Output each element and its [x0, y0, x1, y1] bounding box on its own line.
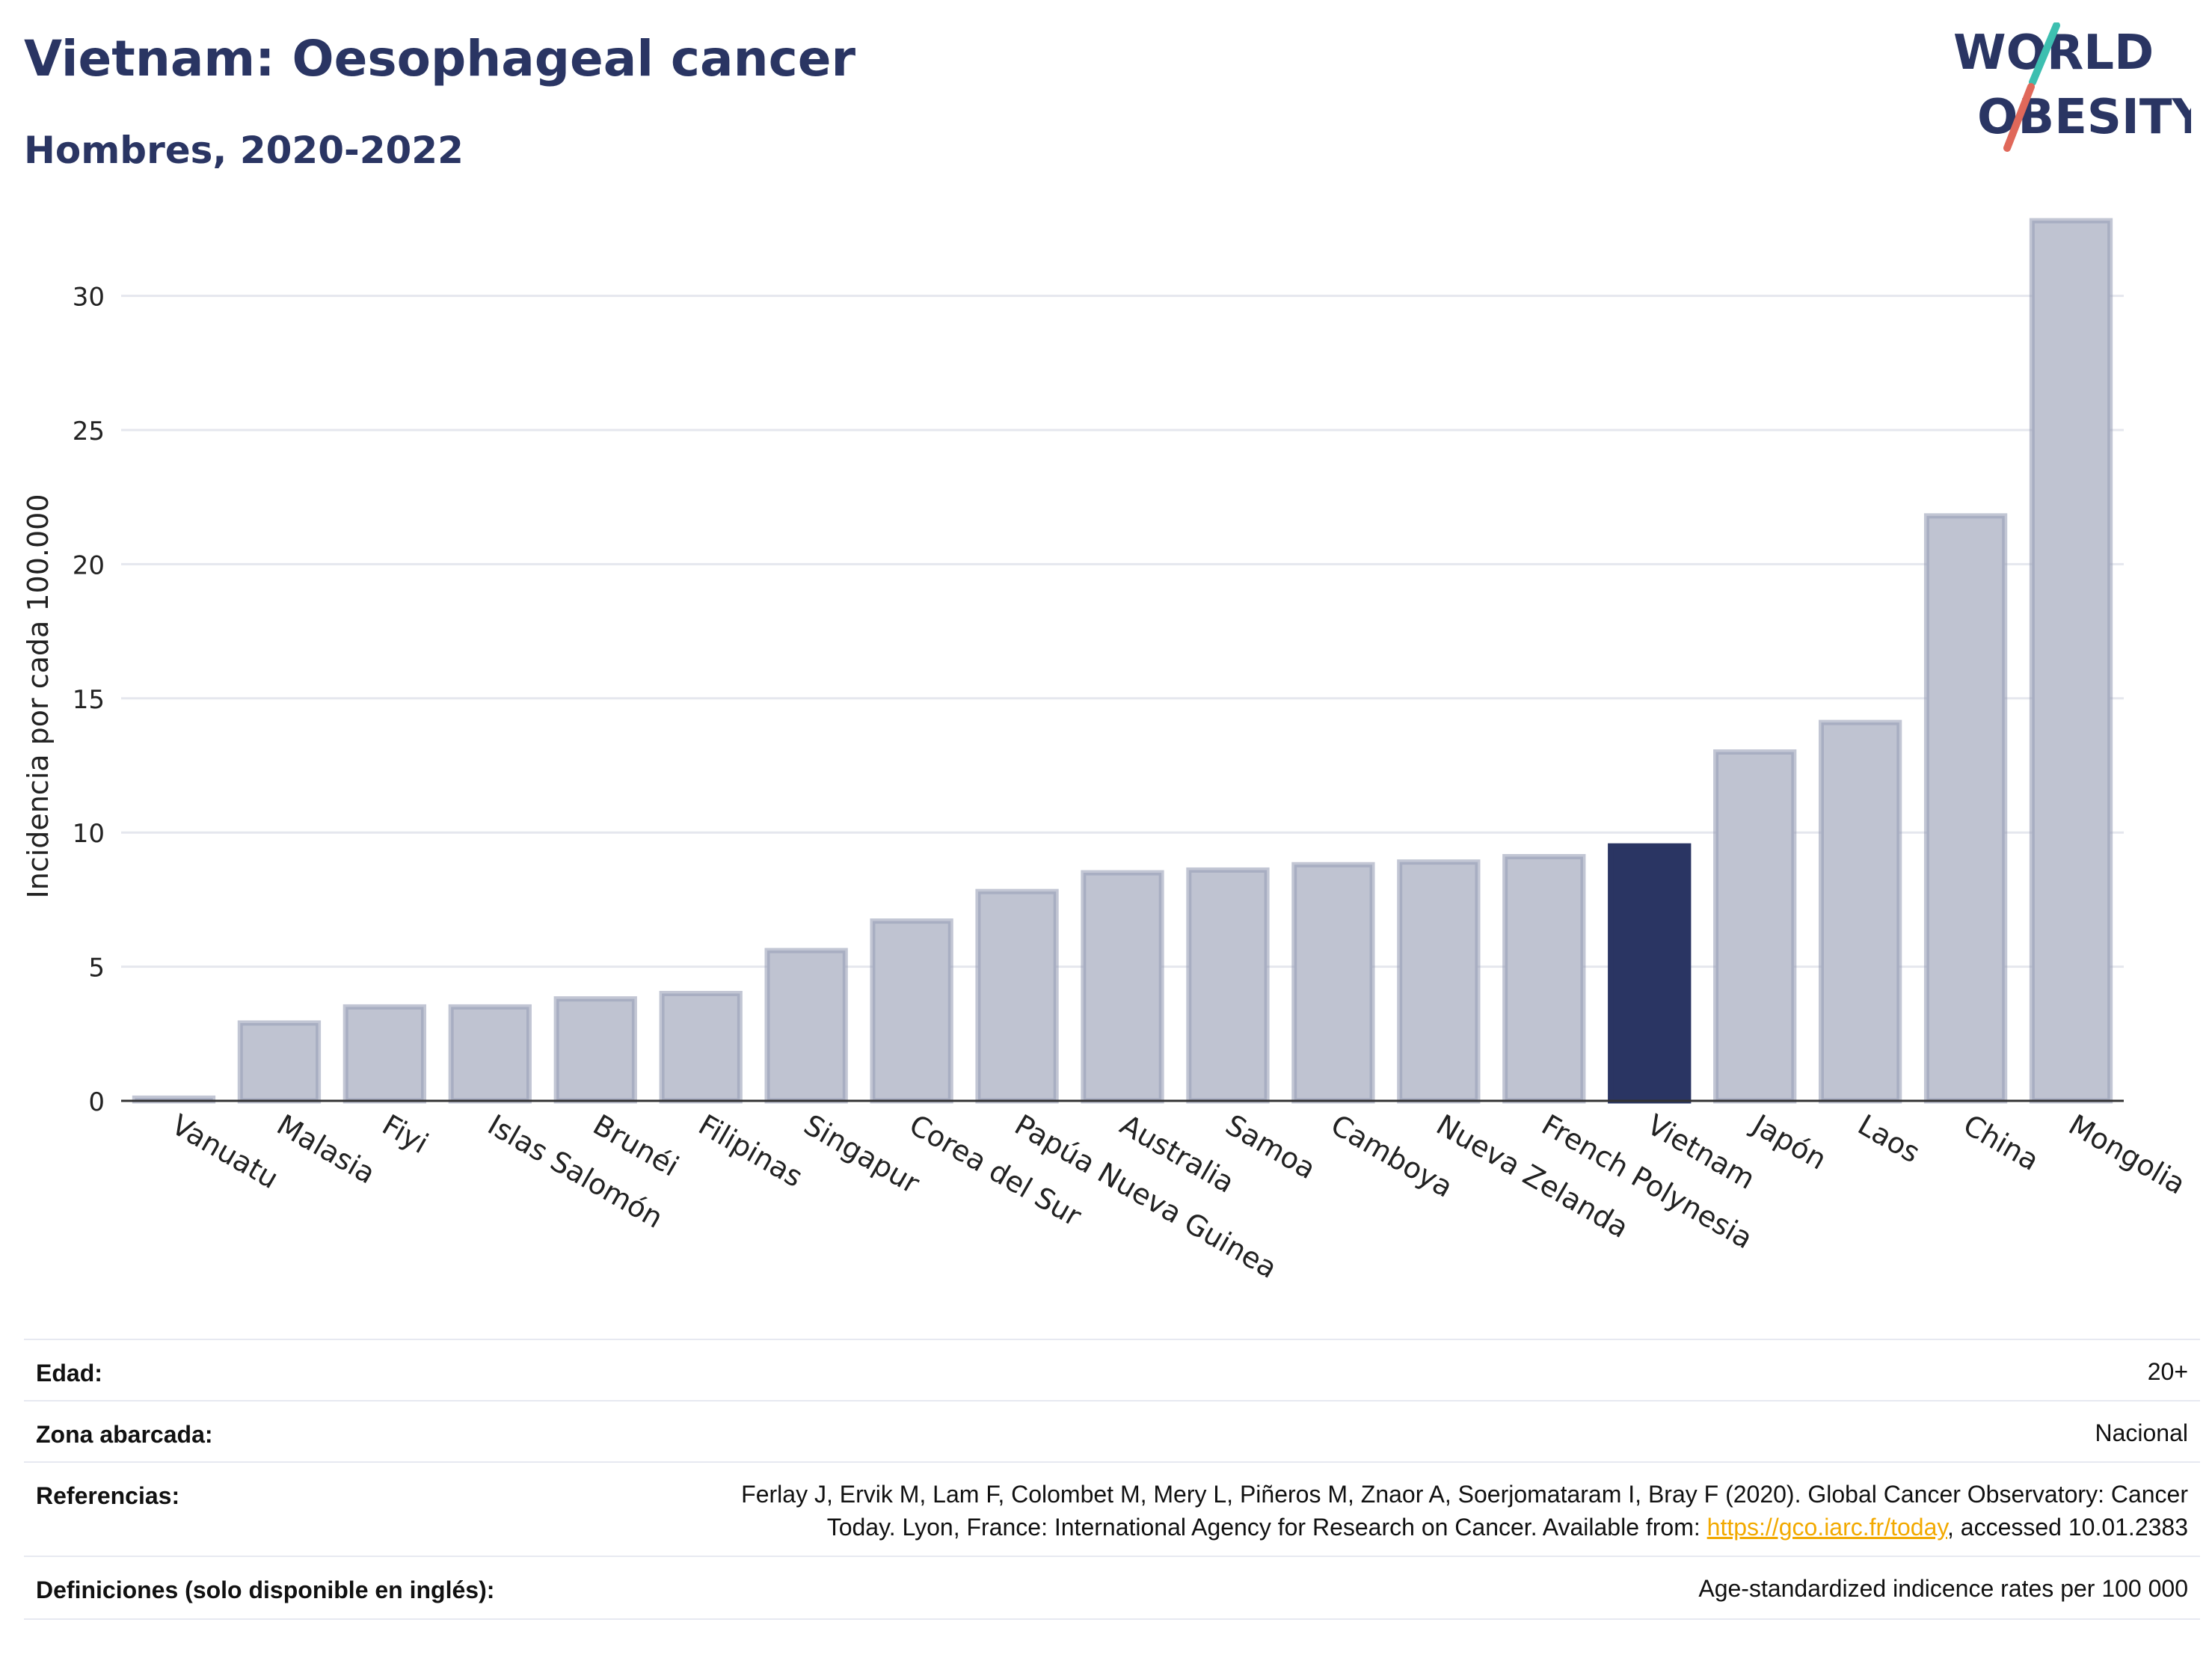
- y-tick-label: 25: [73, 417, 105, 446]
- chart-subtitle: Hombres, 2020-2022: [24, 129, 464, 172]
- reference-line-2-post: , accessed 10.01.2383: [1947, 1514, 2188, 1541]
- reference-line-2: Today. Lyon, France: International Agenc…: [741, 1511, 2188, 1544]
- x-tick-label: Fiyi: [377, 1108, 434, 1160]
- reference-link[interactable]: https://gco.iarc.fr/today: [1706, 1514, 1947, 1541]
- y-axis-label: Incidencia por cada 100.000: [22, 494, 55, 898]
- y-tick-label: 30: [73, 283, 105, 313]
- x-tick-label: Malasia: [271, 1108, 381, 1191]
- metadata-table: Edad: 20+ Zona abarcada: Nacional Refere…: [24, 1339, 2200, 1638]
- bar-camboya: [1291, 862, 1375, 1104]
- y-tick-label: 20: [73, 550, 105, 580]
- y-tick-label: 5: [88, 954, 105, 983]
- bar-islas-salomón: [448, 1004, 532, 1104]
- bar-mongolia: [2029, 218, 2113, 1104]
- y-tick-label: 10: [73, 819, 105, 849]
- meta-value-age: 20+: [2147, 1358, 2188, 1385]
- bar-japón: [1713, 749, 1797, 1104]
- meta-row-area: Zona abarcada: Nacional: [24, 1400, 2200, 1463]
- world-obesity-logo: WORLD OBESITY: [1952, 22, 2207, 157]
- logo-graphic: WORLD OBESITY: [1953, 22, 2207, 152]
- meta-value-area: Nacional: [2095, 1419, 2188, 1446]
- bar-french-polynesia: [1502, 853, 1586, 1104]
- bar-nueva-zelanda: [1397, 859, 1481, 1104]
- meta-value-references: Ferlay J, Ervik M, Lam F, Colombet M, Me…: [741, 1478, 2188, 1544]
- bar-papúa-nueva-guinea: [975, 888, 1059, 1104]
- bar-brunéi: [553, 996, 637, 1104]
- x-tick-label: Islas Salomón: [482, 1108, 669, 1235]
- bar-australia: [1081, 870, 1164, 1104]
- x-tick-label: Nueva Zelanda: [1431, 1108, 1634, 1244]
- x-tick-label: Vanuatu: [166, 1108, 284, 1195]
- x-tick-label: China: [1958, 1108, 2044, 1177]
- y-axis-ticks: 0 5 10 15 20 25 30: [73, 283, 105, 1117]
- x-tick-label: Corea del Sur: [904, 1108, 1087, 1233]
- meta-label-area: Zona abarcada:: [36, 1421, 213, 1448]
- chart-title: Vietnam: Oesophageal cancer: [24, 30, 856, 87]
- x-tick-label: Filipinas: [693, 1108, 808, 1194]
- y-tick-label: 0: [88, 1087, 105, 1117]
- reference-line-2-pre: Today. Lyon, France: International Agenc…: [826, 1514, 1707, 1541]
- bar-china: [1923, 513, 2008, 1104]
- x-tick-label: Laos: [1852, 1108, 1926, 1170]
- bar-fiyi: [342, 1004, 427, 1104]
- meta-row-age: Edad: 20+: [24, 1339, 2200, 1401]
- bar-samoa: [1186, 867, 1270, 1104]
- meta-label-references: Referencias:: [36, 1482, 180, 1509]
- meta-value-definitions: Age-standardized indicence rates per 100…: [1698, 1575, 2188, 1602]
- bar-singapur: [764, 948, 848, 1104]
- meta-row-references: Referencias: Ferlay J, Ervik M, Lam F, C…: [24, 1461, 2200, 1557]
- meta-row-definitions: Definiciones (solo disponible en inglés)…: [24, 1556, 2200, 1620]
- logo-slash-bottom: [2003, 83, 2035, 152]
- bar-laos: [1818, 719, 1902, 1104]
- bar-vietnam: [1608, 843, 1692, 1104]
- logo-slash-top: [2029, 22, 2060, 86]
- bar-filipinas: [659, 990, 743, 1104]
- y-tick-label: 15: [73, 685, 105, 715]
- x-tick-label: Mongolia: [2063, 1108, 2191, 1201]
- reference-line-1: Ferlay J, Ervik M, Lam F, Colombet M, Me…: [741, 1481, 2188, 1508]
- bars: [132, 218, 2113, 1104]
- bar-corea-del-sur: [870, 918, 953, 1104]
- meta-label-age: Edad:: [36, 1360, 102, 1387]
- meta-label-definitions: Definiciones (solo disponible en inglés)…: [36, 1576, 495, 1603]
- x-tick-label: Singapur: [799, 1108, 926, 1200]
- bar-malasia: [237, 1020, 322, 1104]
